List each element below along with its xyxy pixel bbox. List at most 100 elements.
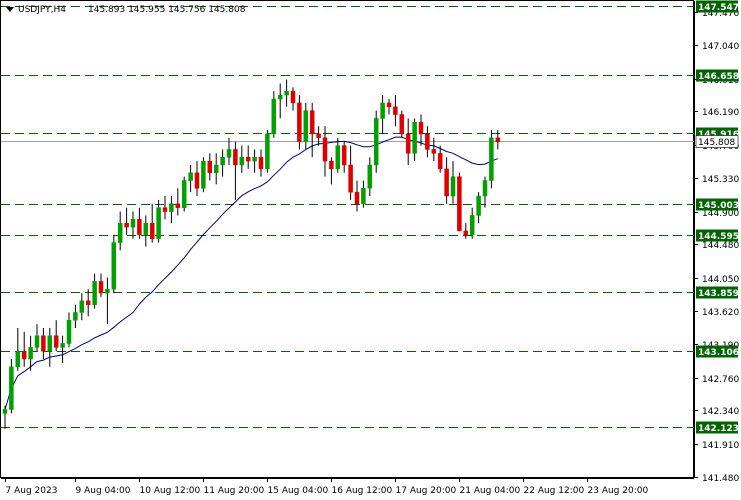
level-labels: 147.547 146.658 145.916 145.003 144.595 143.8… bbox=[695, 0, 739, 434]
bull-candle bbox=[226, 137, 232, 165]
level-label-text: 145.003 bbox=[698, 201, 739, 211]
candle-body bbox=[137, 219, 142, 236]
candle-body bbox=[175, 203, 181, 208]
bear-candle bbox=[149, 203, 155, 243]
bear-candle bbox=[386, 99, 392, 115]
symbol-header: USDJPY,H4 bbox=[18, 5, 66, 15]
candle-body bbox=[92, 281, 97, 305]
candle-body bbox=[367, 164, 373, 189]
candle-body bbox=[309, 110, 315, 135]
level-label-box bbox=[696, 421, 738, 434]
x-tick-label: 15 Aug 04:00 bbox=[268, 486, 329, 496]
candle-body bbox=[226, 149, 232, 158]
bull-candle bbox=[476, 192, 481, 224]
bear-candle bbox=[329, 157, 334, 185]
candle-body bbox=[98, 281, 104, 294]
candle-body bbox=[463, 230, 469, 236]
x-tick-label: 17 Aug 20:00 bbox=[396, 486, 457, 496]
candle-body bbox=[450, 176, 456, 197]
candle-body bbox=[277, 94, 283, 100]
y-tick-label: 144.900 bbox=[702, 209, 739, 219]
bear-candle bbox=[162, 196, 168, 220]
bear-candle bbox=[399, 110, 405, 138]
candle-body bbox=[162, 207, 168, 212]
candle-body bbox=[348, 164, 353, 193]
bear-candle bbox=[21, 331, 27, 367]
candle-body bbox=[425, 133, 430, 150]
y-tick-label: 141.480 bbox=[702, 474, 739, 484]
candle-body bbox=[418, 122, 424, 135]
bull-candle bbox=[335, 137, 341, 173]
candle-body bbox=[297, 102, 302, 142]
level-label: 144.595 bbox=[696, 229, 739, 242]
candle-body bbox=[15, 351, 21, 368]
candle-body bbox=[2, 409, 8, 414]
level-label-text: 144.595 bbox=[698, 232, 739, 242]
candle-body bbox=[361, 188, 366, 205]
bull-candle bbox=[130, 211, 136, 239]
candle-body bbox=[322, 137, 328, 162]
bull-candle bbox=[201, 157, 206, 193]
bear-candle bbox=[194, 161, 200, 197]
level-label: 147.547 bbox=[696, 0, 739, 13]
bear-candle bbox=[393, 95, 398, 127]
bear-candle bbox=[457, 172, 462, 232]
x-axis: 7 Aug 2023 9 Aug 04:00 10 Aug 12:00 11 Aug … bbox=[1, 478, 694, 496]
candle-body bbox=[188, 172, 193, 181]
bull-candle bbox=[412, 118, 417, 162]
y-tick-label: 142.760 bbox=[702, 375, 739, 385]
bear-candle bbox=[495, 130, 501, 150]
bear-candle bbox=[297, 95, 302, 150]
level-label-box bbox=[696, 69, 738, 82]
level-label-box bbox=[696, 229, 738, 242]
candle-body bbox=[41, 335, 46, 352]
bear-candle bbox=[53, 320, 59, 352]
candle-body bbox=[431, 149, 437, 154]
bear-candle bbox=[322, 126, 328, 177]
bull-candle bbox=[105, 277, 110, 325]
candle-body bbox=[489, 137, 494, 181]
candle-body bbox=[9, 366, 14, 410]
candle-body bbox=[405, 133, 411, 154]
bull-candle bbox=[380, 95, 385, 134]
candle-body bbox=[386, 102, 392, 108]
bear-candle bbox=[431, 137, 437, 162]
candle-body bbox=[290, 91, 296, 104]
bull-candle bbox=[9, 359, 14, 414]
bear-candle bbox=[233, 141, 238, 200]
candle-body bbox=[265, 133, 270, 170]
candle-body bbox=[437, 153, 443, 170]
candle-body bbox=[329, 160, 334, 170]
bear-candle bbox=[425, 126, 430, 158]
candle-body bbox=[60, 343, 65, 348]
bull-candle bbox=[111, 234, 117, 294]
candle-body bbox=[117, 222, 123, 243]
candles bbox=[2, 79, 501, 429]
bear-candle bbox=[463, 223, 469, 239]
level-label-text: 147.547 bbox=[698, 3, 739, 13]
candle-body bbox=[47, 335, 53, 352]
level-label: 143.106 bbox=[696, 345, 739, 358]
candle-body bbox=[85, 300, 91, 305]
candle-body bbox=[130, 219, 136, 228]
candle-body bbox=[476, 195, 481, 216]
y-tick-label: 146.190 bbox=[702, 108, 739, 118]
bear-candle bbox=[444, 157, 449, 204]
candle-body bbox=[66, 319, 72, 344]
candle-body bbox=[335, 145, 341, 170]
bull-candle bbox=[92, 273, 97, 309]
bear-candle bbox=[418, 114, 424, 146]
level-label: 143.859 bbox=[696, 286, 739, 299]
candle-body bbox=[169, 203, 174, 212]
x-tick-label: 23 Aug 20:00 bbox=[588, 486, 649, 496]
candle-body bbox=[412, 122, 417, 154]
bull-candle bbox=[66, 312, 72, 348]
candle-body bbox=[399, 114, 405, 135]
candle-body bbox=[354, 191, 360, 205]
bear-candle bbox=[98, 273, 104, 297]
x-tick-label: 21 Aug 04:00 bbox=[460, 486, 521, 496]
bull-candle bbox=[34, 324, 40, 352]
bear-candle bbox=[405, 118, 411, 165]
